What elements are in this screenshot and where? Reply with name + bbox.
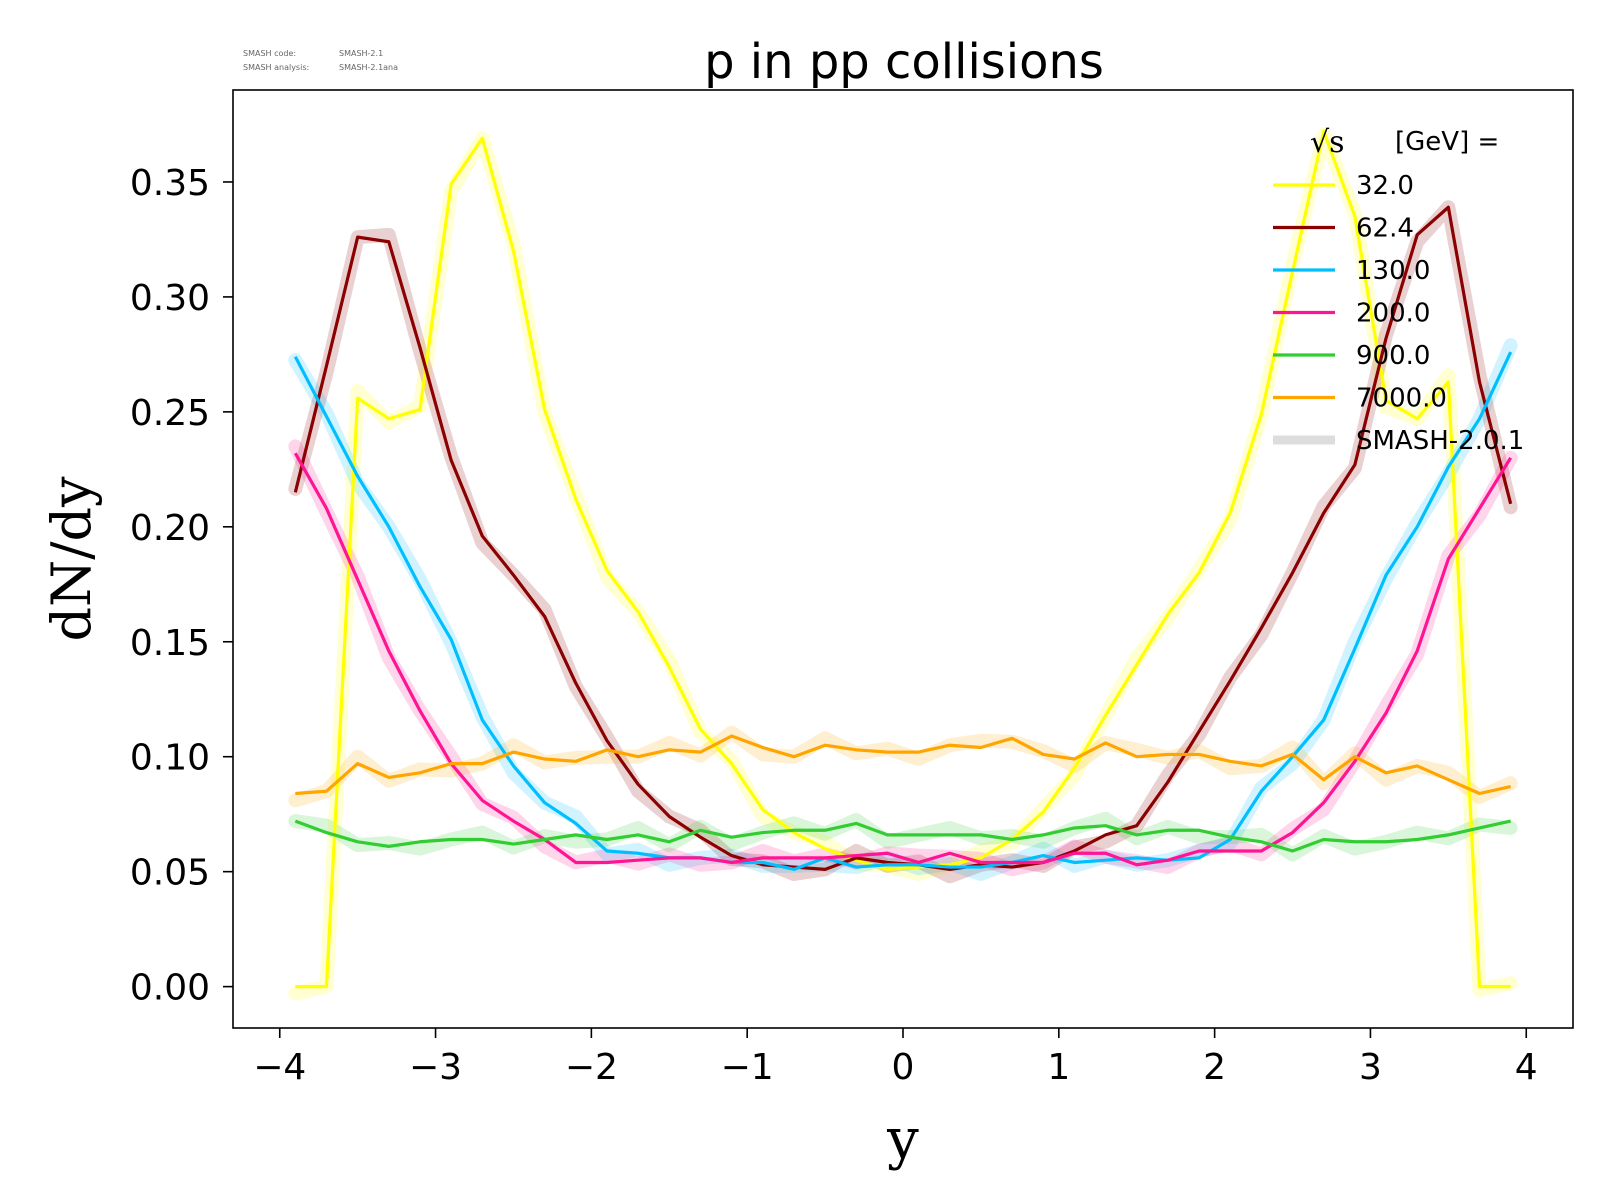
x-tick-label: −3	[409, 1047, 462, 1088]
y-tick-label: 0.35	[130, 163, 210, 204]
smash-code-value: SMASH-2.1	[339, 49, 383, 58]
legend-label-32.0: 32.0	[1356, 171, 1414, 201]
x-tick-label: 0	[892, 1047, 915, 1088]
series-line-200.0	[293, 452, 1513, 867]
legend-title-sqrt-s: √s	[1310, 125, 1345, 160]
x-tick-label: 1	[1047, 1047, 1070, 1088]
y-axis-label: dN/dy	[40, 476, 103, 642]
smash-analysis-value: SMASH-2.1ana	[339, 63, 398, 72]
y-tick-label: 0.25	[130, 393, 210, 434]
x-tick-label: 3	[1359, 1047, 1382, 1088]
x-tick-label: −2	[565, 1047, 618, 1088]
legend-label-130.0: 130.0	[1356, 256, 1430, 286]
legend-label-200.0: 200.0	[1356, 299, 1430, 329]
x-axis: −4 −3 −2 −1 0 1 2 3 4	[253, 1028, 1538, 1088]
series-lines	[293, 129, 1513, 989]
y-tick-label: 0.10	[130, 738, 210, 779]
series-line-900.0	[294, 819, 1512, 853]
series-line-32.0	[295, 129, 1511, 989]
legend-label-62.4: 62.4	[1356, 214, 1414, 244]
x-tick-label: −4	[253, 1047, 306, 1088]
y-tick-label: 0.05	[130, 853, 210, 894]
y-tick-label: 0.30	[130, 278, 210, 319]
legend-title-unit: [GeV] =	[1395, 127, 1499, 157]
y-tick-label: 0.00	[130, 968, 210, 1009]
y-axis: 0.00 0.05 0.10 0.15 0.20 0.25 0.30 0.35	[130, 163, 233, 1009]
smash-code-label: SMASH code:	[243, 49, 296, 58]
y-tick-label: 0.20	[130, 508, 210, 549]
x-tick-label: 4	[1515, 1047, 1538, 1088]
series-line-7000.0	[295, 734, 1512, 796]
chart-title: p in pp collisions	[704, 34, 1104, 90]
y-tick-label: 0.15	[130, 623, 210, 664]
x-axis-label: y	[886, 1107, 919, 1172]
legend-label-7000.0: 7000.0	[1356, 384, 1447, 414]
smash-analysis-label: SMASH analysis:	[243, 63, 309, 72]
legend-label-900.0: 900.0	[1356, 341, 1430, 371]
legend: √s [GeV] = 32.0 62.4 130.0 200.0 900.0 7000.0…	[1273, 125, 1524, 456]
smash-meta: SMASH code: SMASH-2.1 SMASH analysis: SM…	[243, 49, 398, 72]
series-line-130.0	[293, 351, 1513, 871]
x-tick-label: −1	[721, 1047, 774, 1088]
legend-label-reference: SMASH-2.0.1	[1356, 426, 1524, 456]
x-tick-label: 2	[1203, 1047, 1226, 1088]
